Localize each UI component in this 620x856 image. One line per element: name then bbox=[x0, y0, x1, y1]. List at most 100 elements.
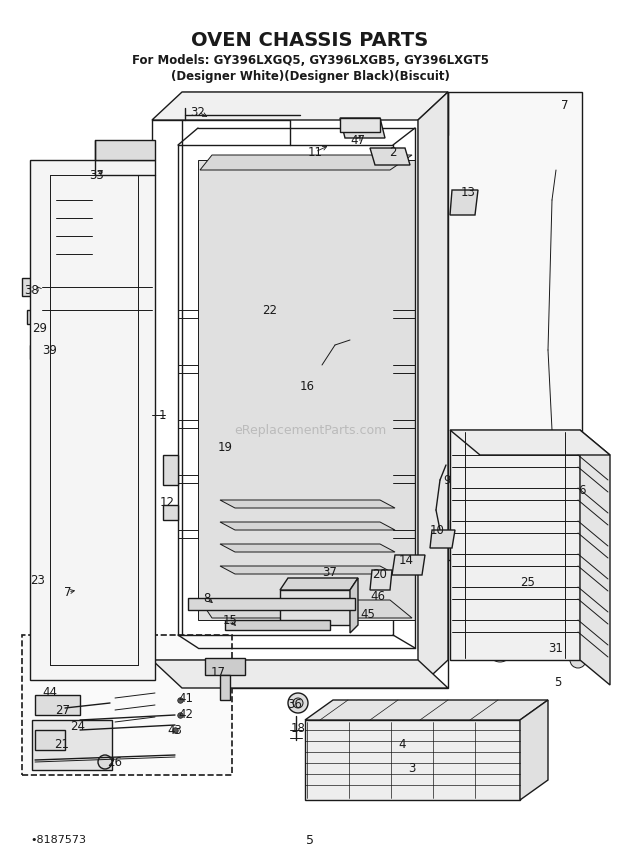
Polygon shape bbox=[305, 720, 520, 800]
Text: 46: 46 bbox=[371, 590, 386, 603]
Polygon shape bbox=[580, 430, 610, 685]
Polygon shape bbox=[350, 578, 358, 633]
Text: 47: 47 bbox=[350, 134, 366, 146]
Polygon shape bbox=[198, 160, 415, 620]
Bar bbox=[305, 430, 350, 460]
Text: 4: 4 bbox=[398, 739, 405, 752]
Polygon shape bbox=[220, 500, 395, 508]
Circle shape bbox=[360, 607, 370, 617]
Text: 18: 18 bbox=[291, 722, 306, 734]
Polygon shape bbox=[30, 160, 155, 680]
Text: 31: 31 bbox=[549, 641, 564, 655]
Polygon shape bbox=[220, 675, 230, 700]
Text: 7: 7 bbox=[64, 586, 72, 598]
Polygon shape bbox=[280, 578, 358, 590]
Circle shape bbox=[293, 698, 303, 708]
Circle shape bbox=[488, 638, 512, 662]
Text: 2: 2 bbox=[389, 146, 397, 158]
Polygon shape bbox=[305, 700, 548, 720]
Text: 44: 44 bbox=[43, 686, 58, 698]
Bar bbox=[35, 695, 80, 715]
Text: 42: 42 bbox=[179, 709, 193, 722]
Polygon shape bbox=[225, 620, 330, 630]
Text: •8187573: •8187573 bbox=[30, 835, 86, 845]
Polygon shape bbox=[370, 148, 410, 165]
Polygon shape bbox=[200, 600, 412, 618]
Circle shape bbox=[288, 693, 308, 713]
Text: 9: 9 bbox=[443, 473, 451, 486]
Text: 10: 10 bbox=[430, 524, 445, 537]
Polygon shape bbox=[340, 118, 380, 132]
Text: 7: 7 bbox=[561, 98, 569, 111]
Text: 39: 39 bbox=[43, 343, 58, 356]
Text: 5: 5 bbox=[554, 676, 562, 689]
Polygon shape bbox=[370, 570, 392, 590]
Polygon shape bbox=[152, 660, 448, 688]
Polygon shape bbox=[340, 118, 385, 138]
Text: 8: 8 bbox=[203, 591, 211, 604]
Text: 6: 6 bbox=[578, 484, 586, 496]
Polygon shape bbox=[280, 590, 350, 625]
Text: eReplacementParts.com: eReplacementParts.com bbox=[234, 424, 386, 437]
Text: 20: 20 bbox=[373, 568, 388, 581]
Text: 36: 36 bbox=[288, 698, 303, 711]
Polygon shape bbox=[220, 566, 395, 574]
Bar bbox=[58, 310, 88, 330]
Bar bbox=[22, 635, 232, 775]
Text: 1: 1 bbox=[158, 408, 166, 421]
Text: 26: 26 bbox=[107, 756, 123, 769]
Bar bbox=[32, 720, 112, 770]
Text: 23: 23 bbox=[30, 574, 45, 586]
Text: 21: 21 bbox=[55, 739, 69, 752]
Text: 25: 25 bbox=[521, 575, 536, 589]
Text: 16: 16 bbox=[299, 379, 314, 393]
Bar bbox=[27, 310, 41, 324]
Text: 13: 13 bbox=[461, 186, 476, 199]
Text: 17: 17 bbox=[211, 665, 226, 679]
Text: 14: 14 bbox=[399, 554, 414, 567]
Text: 11: 11 bbox=[308, 146, 322, 158]
Polygon shape bbox=[188, 598, 355, 610]
Text: 19: 19 bbox=[218, 441, 232, 454]
Polygon shape bbox=[95, 140, 155, 160]
Circle shape bbox=[365, 589, 375, 599]
Text: OVEN CHASSIS PARTS: OVEN CHASSIS PARTS bbox=[192, 31, 428, 50]
Bar bbox=[58, 345, 88, 360]
Text: 5: 5 bbox=[306, 834, 314, 847]
Polygon shape bbox=[450, 190, 478, 215]
Polygon shape bbox=[152, 92, 448, 120]
Polygon shape bbox=[205, 658, 245, 675]
Polygon shape bbox=[220, 522, 395, 530]
Text: 33: 33 bbox=[90, 169, 104, 181]
Polygon shape bbox=[200, 155, 412, 170]
Text: 3: 3 bbox=[409, 762, 415, 775]
Text: 41: 41 bbox=[179, 692, 193, 704]
Polygon shape bbox=[450, 430, 610, 455]
Text: 29: 29 bbox=[32, 322, 48, 335]
Polygon shape bbox=[418, 92, 448, 688]
Bar bbox=[295, 360, 355, 400]
Polygon shape bbox=[163, 505, 178, 520]
Polygon shape bbox=[448, 92, 582, 560]
Text: 43: 43 bbox=[167, 723, 182, 736]
Polygon shape bbox=[520, 700, 548, 800]
Polygon shape bbox=[430, 530, 455, 548]
Text: 45: 45 bbox=[361, 608, 376, 621]
Text: (Designer White)(Designer Black)(Biscuit): (Designer White)(Designer Black)(Biscuit… bbox=[170, 69, 450, 82]
Text: 27: 27 bbox=[56, 704, 71, 716]
Circle shape bbox=[570, 652, 586, 668]
Polygon shape bbox=[163, 455, 178, 485]
Text: 24: 24 bbox=[71, 720, 86, 733]
Polygon shape bbox=[392, 555, 425, 575]
Bar bbox=[30, 345, 44, 359]
Text: 15: 15 bbox=[223, 614, 237, 627]
Text: 37: 37 bbox=[322, 567, 337, 580]
Text: 32: 32 bbox=[190, 105, 205, 118]
Text: 12: 12 bbox=[159, 496, 174, 508]
Polygon shape bbox=[220, 544, 395, 552]
Circle shape bbox=[98, 755, 112, 769]
Polygon shape bbox=[450, 430, 580, 660]
Bar bbox=[22, 278, 42, 296]
Bar bbox=[35, 730, 65, 750]
Text: 38: 38 bbox=[25, 283, 40, 296]
